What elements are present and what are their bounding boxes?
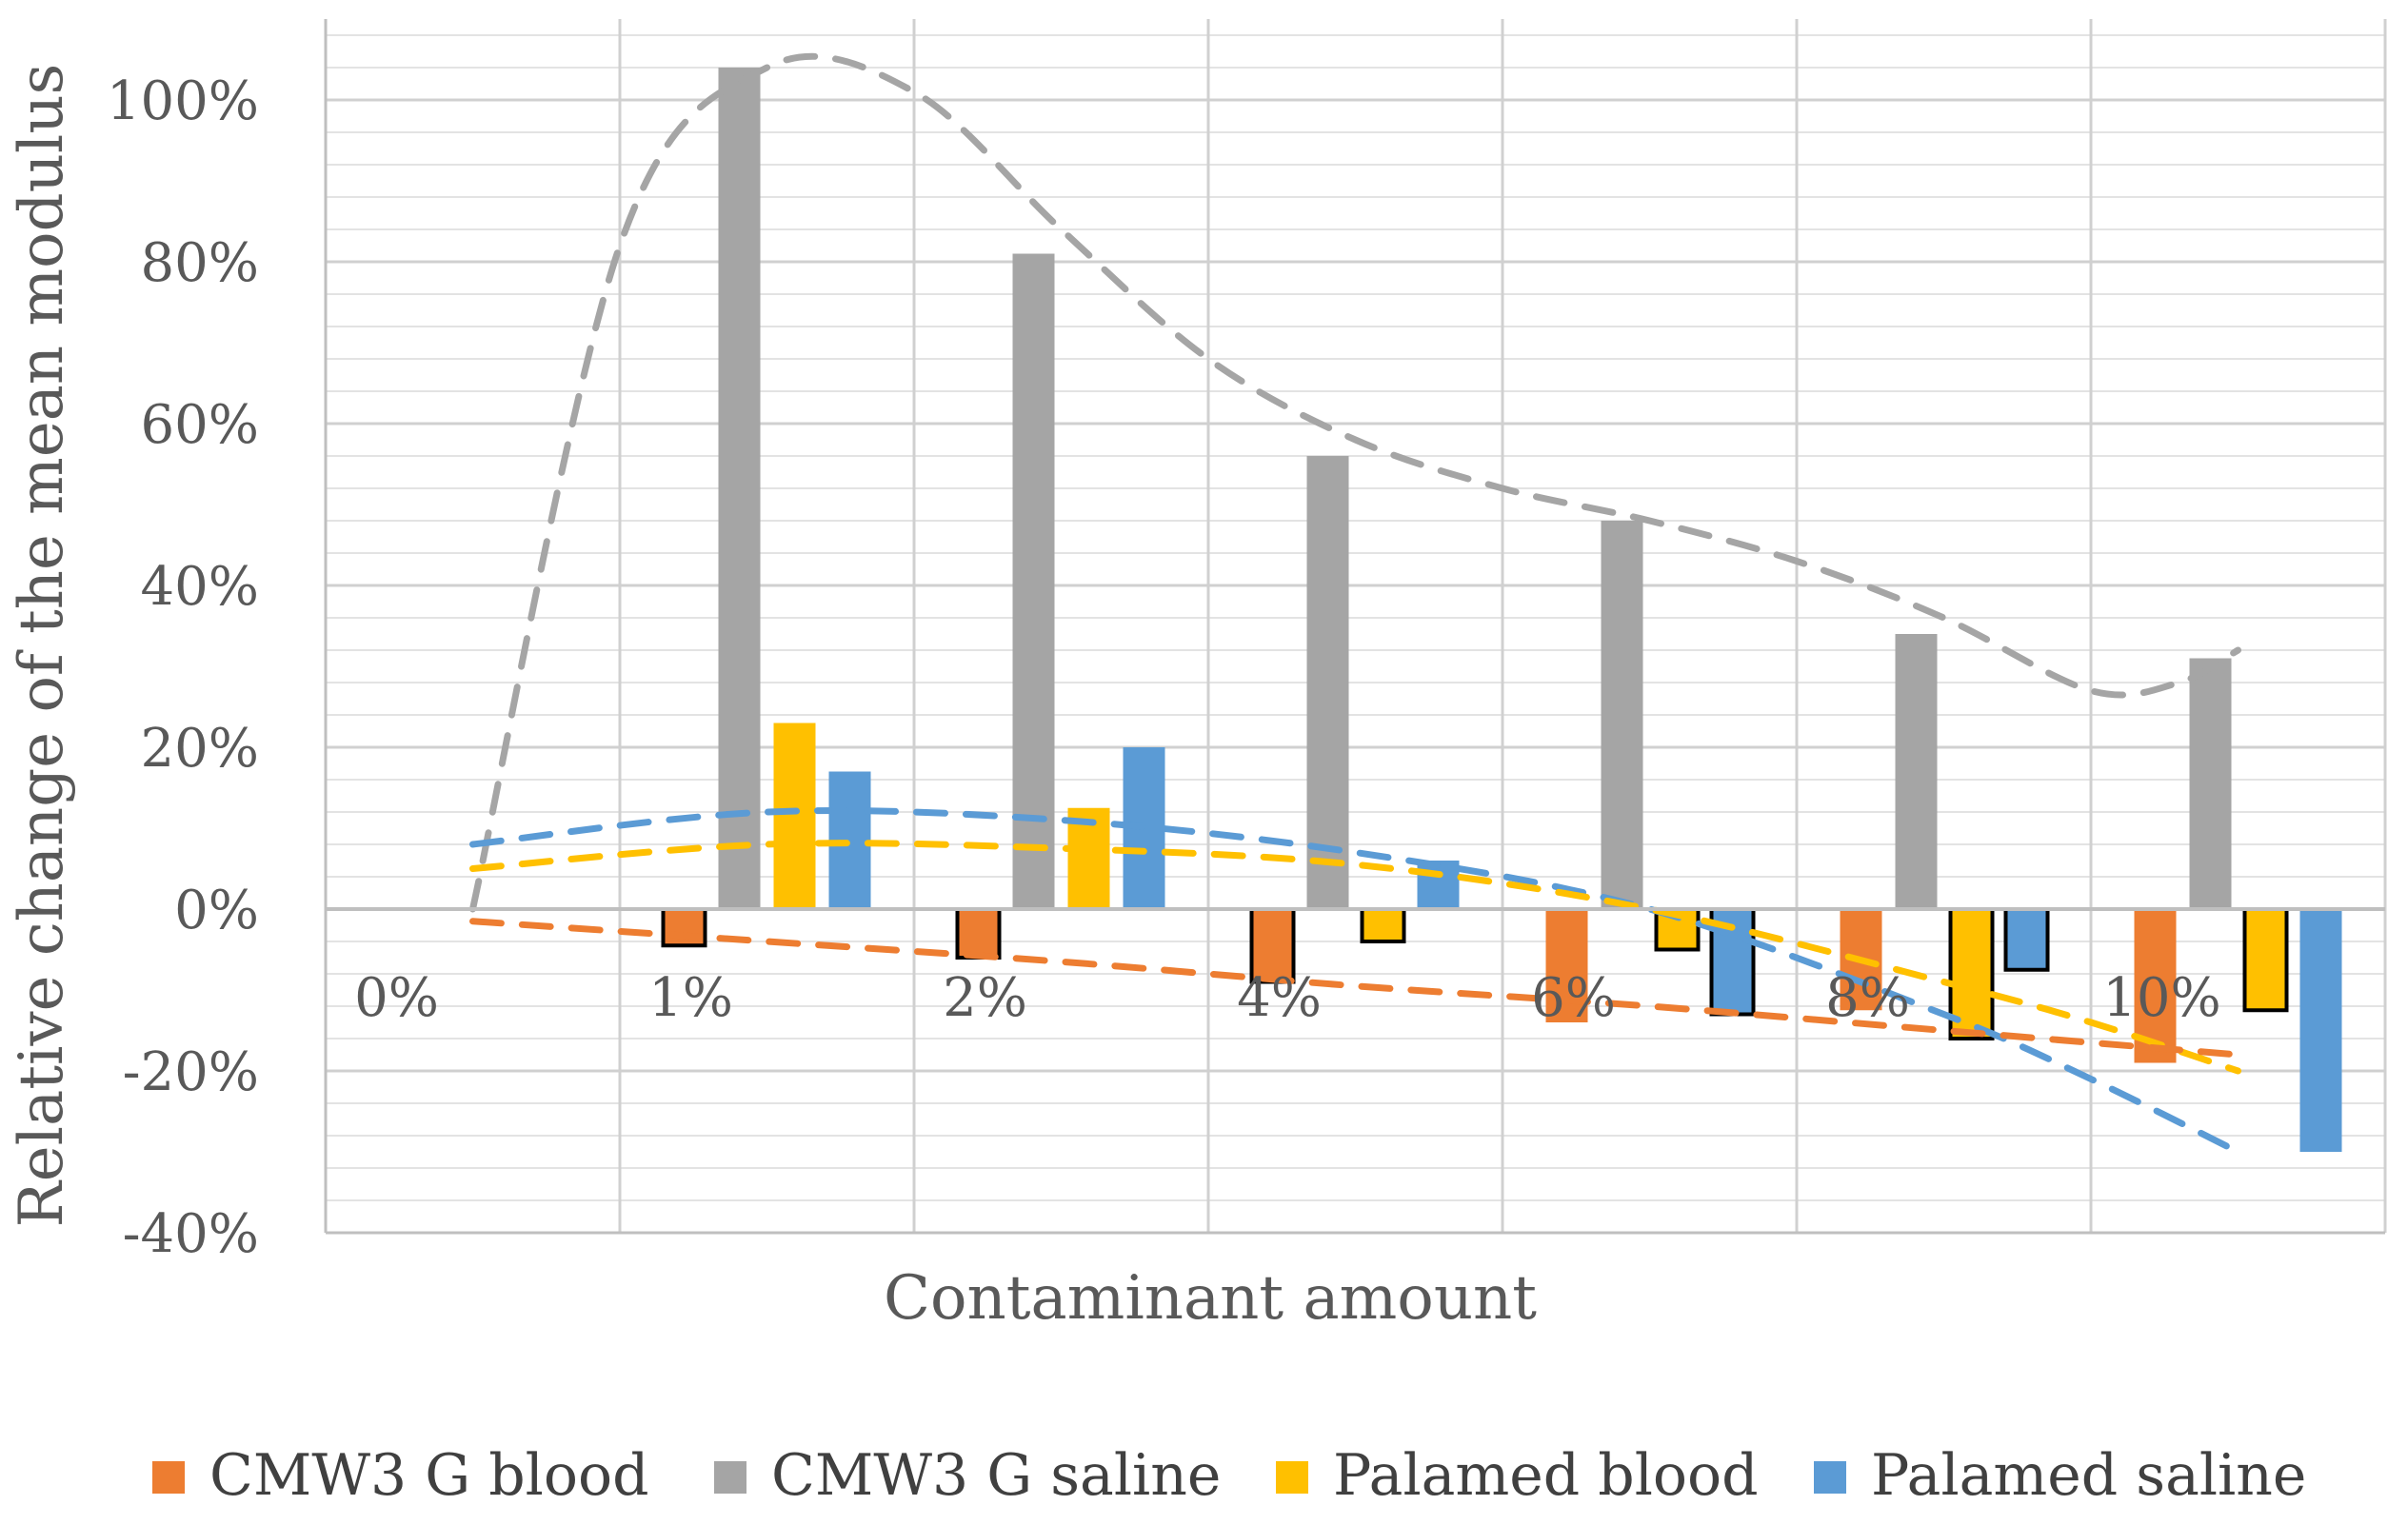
x-axis-title: Contaminant amount: [884, 1263, 1537, 1334]
legend-label: CMW3 G blood: [209, 1442, 649, 1509]
legend-swatch: [152, 1461, 185, 1494]
legend-item: CMW3 G saline: [714, 1442, 1221, 1509]
y-tick-label: -40%: [123, 1203, 259, 1265]
x-tick-label: 4%: [1237, 967, 1322, 1029]
bar-cmw3-g-blood-2pct: [955, 907, 1002, 960]
x-tick-label: 6%: [1531, 967, 1616, 1029]
trendline-palamed-saline: [469, 807, 2241, 1156]
bar-palamed-saline-10pct: [2299, 909, 2342, 1152]
x-tick-label: 10%: [2102, 967, 2220, 1029]
bar-palamed-saline-4pct: [1417, 861, 1460, 909]
y-tick-label: 20%: [141, 718, 259, 780]
bar-palamed-saline-8pct: [2003, 907, 2050, 972]
legend-label: Palamed blood: [1333, 1442, 1759, 1509]
y-axis-title: Relative change of the mean modulus: [7, 64, 77, 1228]
trendlines: [469, 52, 2241, 1156]
legend-item: CMW3 G blood: [152, 1442, 649, 1509]
x-tick-label: 8%: [1825, 967, 1910, 1029]
bar-cmw3-g-saline-2pct: [1012, 253, 1055, 909]
bar-cmw3-g-saline-10pct: [2189, 658, 2232, 909]
y-tick-label: 60%: [141, 394, 259, 456]
y-tick-label: 40%: [141, 556, 259, 618]
trendline-cmw3-g-blood: [469, 918, 2241, 1059]
bars: [661, 68, 2342, 1152]
legend: CMW3 G blood CMW3 G saline Palamed blood Pa…: [152, 1442, 2306, 1509]
x-tick-label: 2%: [943, 967, 1027, 1029]
x-tick-label: 0%: [354, 967, 439, 1029]
legend-swatch: [1276, 1461, 1308, 1494]
bar-palamed-blood-10pct: [2242, 907, 2289, 1013]
legend-swatch: [714, 1461, 746, 1494]
bar-cmw3-g-saline-4pct: [1306, 456, 1349, 909]
trendline-palamed-blood: [469, 840, 2241, 1075]
y-tick-label: 0%: [174, 880, 259, 941]
y-tick-label: -20%: [123, 1041, 259, 1103]
legend-swatch: [1814, 1461, 1846, 1494]
legend-label: Palamed saline: [1871, 1442, 2306, 1509]
axes: [324, 19, 2385, 1235]
legend-label: CMW3 G saline: [771, 1442, 1221, 1509]
bar-palamed-blood-1pct: [773, 723, 816, 909]
bar-cmw3-g-blood-4pct: [1249, 907, 1296, 984]
bar-palamed-blood-4pct: [1360, 907, 1406, 943]
y-tick-label: 80%: [141, 232, 259, 294]
axis-labels: -40% -20% 0% 20% 40% 60% 80% 100% 0% 1% 2% 4% 6% 8% 10…: [107, 70, 2221, 1265]
trendline-cmw3-g-saline: [469, 52, 2241, 913]
legend-item: Palamed saline: [1814, 1442, 2306, 1509]
x-tick-label: 1%: [648, 967, 733, 1029]
bar-cmw3-g-saline-1pct: [718, 68, 761, 909]
bar-cmw3-g-saline-8pct: [1895, 634, 1938, 909]
bar-cmw3-g-saline-6pct: [1601, 521, 1643, 909]
legend-item: Palamed blood: [1276, 1442, 1759, 1509]
y-tick-label: 100%: [107, 70, 259, 132]
grid-lines: [324, 19, 2387, 1235]
